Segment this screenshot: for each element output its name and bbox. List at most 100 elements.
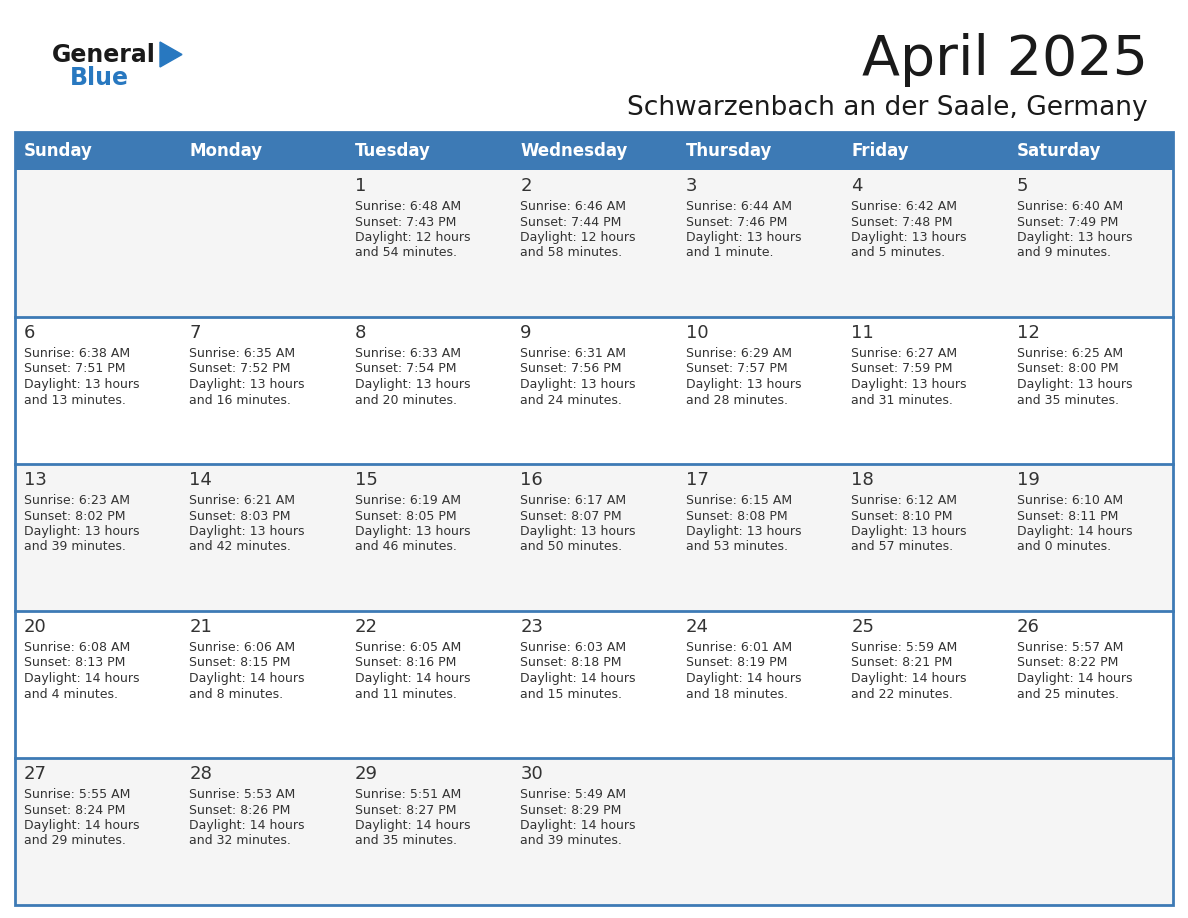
Text: Monday: Monday <box>189 142 263 160</box>
Text: 4: 4 <box>851 177 862 195</box>
Text: Sunrise: 6:08 AM: Sunrise: 6:08 AM <box>24 641 131 654</box>
Text: Sunrise: 5:59 AM: Sunrise: 5:59 AM <box>851 641 958 654</box>
Text: Sunset: 7:44 PM: Sunset: 7:44 PM <box>520 216 621 229</box>
Text: Sunset: 8:21 PM: Sunset: 8:21 PM <box>851 656 953 669</box>
Bar <box>15 132 1173 170</box>
Text: 23: 23 <box>520 618 543 636</box>
Bar <box>15 464 1173 611</box>
Text: Sunrise: 6:17 AM: Sunrise: 6:17 AM <box>520 494 626 507</box>
Text: Sunset: 7:43 PM: Sunset: 7:43 PM <box>355 216 456 229</box>
Text: Sunrise: 6:33 AM: Sunrise: 6:33 AM <box>355 347 461 360</box>
Text: 30: 30 <box>520 765 543 783</box>
Text: Sunrise: 6:03 AM: Sunrise: 6:03 AM <box>520 641 626 654</box>
Text: 22: 22 <box>355 618 378 636</box>
Text: Daylight: 13 hours: Daylight: 13 hours <box>851 525 967 538</box>
Text: 1: 1 <box>355 177 366 195</box>
Text: and 35 minutes.: and 35 minutes. <box>355 834 457 847</box>
Text: 11: 11 <box>851 324 874 342</box>
Text: and 31 minutes.: and 31 minutes. <box>851 394 953 407</box>
Text: 7: 7 <box>189 324 201 342</box>
Text: Sunset: 8:11 PM: Sunset: 8:11 PM <box>1017 509 1118 522</box>
Text: Daylight: 14 hours: Daylight: 14 hours <box>520 819 636 832</box>
Text: Sunset: 7:59 PM: Sunset: 7:59 PM <box>851 363 953 375</box>
Text: Sunset: 7:48 PM: Sunset: 7:48 PM <box>851 216 953 229</box>
Text: Sunrise: 6:38 AM: Sunrise: 6:38 AM <box>24 347 131 360</box>
Text: and 53 minutes.: and 53 minutes. <box>685 541 788 554</box>
Text: Daylight: 13 hours: Daylight: 13 hours <box>355 378 470 391</box>
Text: and 35 minutes.: and 35 minutes. <box>1017 394 1119 407</box>
Text: Sunset: 8:18 PM: Sunset: 8:18 PM <box>520 656 621 669</box>
Text: Sunrise: 6:19 AM: Sunrise: 6:19 AM <box>355 494 461 507</box>
Text: Sunset: 8:07 PM: Sunset: 8:07 PM <box>520 509 621 522</box>
Text: Wednesday: Wednesday <box>520 142 627 160</box>
Text: Sunrise: 6:10 AM: Sunrise: 6:10 AM <box>1017 494 1123 507</box>
Text: and 0 minutes.: and 0 minutes. <box>1017 541 1111 554</box>
Text: 21: 21 <box>189 618 213 636</box>
Text: Daylight: 13 hours: Daylight: 13 hours <box>685 525 801 538</box>
Text: Sunset: 8:00 PM: Sunset: 8:00 PM <box>1017 363 1118 375</box>
Text: Daylight: 12 hours: Daylight: 12 hours <box>355 231 470 244</box>
Text: Sunset: 8:24 PM: Sunset: 8:24 PM <box>24 803 126 816</box>
Text: Sunset: 8:27 PM: Sunset: 8:27 PM <box>355 803 456 816</box>
Text: 15: 15 <box>355 471 378 489</box>
Text: 28: 28 <box>189 765 213 783</box>
Text: 8: 8 <box>355 324 366 342</box>
Text: and 20 minutes.: and 20 minutes. <box>355 394 457 407</box>
Text: Sunrise: 5:49 AM: Sunrise: 5:49 AM <box>520 788 626 801</box>
Text: and 39 minutes.: and 39 minutes. <box>24 541 126 554</box>
Text: and 54 minutes.: and 54 minutes. <box>355 247 457 260</box>
Text: Sunset: 8:03 PM: Sunset: 8:03 PM <box>189 509 291 522</box>
Text: Daylight: 12 hours: Daylight: 12 hours <box>520 231 636 244</box>
Text: and 32 minutes.: and 32 minutes. <box>189 834 291 847</box>
Text: 3: 3 <box>685 177 697 195</box>
Text: Sunrise: 5:51 AM: Sunrise: 5:51 AM <box>355 788 461 801</box>
Text: Daylight: 14 hours: Daylight: 14 hours <box>189 819 305 832</box>
Text: and 16 minutes.: and 16 minutes. <box>189 394 291 407</box>
Text: Friday: Friday <box>851 142 909 160</box>
Text: Sunset: 8:13 PM: Sunset: 8:13 PM <box>24 656 126 669</box>
Bar <box>15 611 1173 758</box>
Text: and 5 minutes.: and 5 minutes. <box>851 247 946 260</box>
Text: and 39 minutes.: and 39 minutes. <box>520 834 623 847</box>
Text: Daylight: 13 hours: Daylight: 13 hours <box>851 378 967 391</box>
Text: Daylight: 13 hours: Daylight: 13 hours <box>520 525 636 538</box>
Text: Thursday: Thursday <box>685 142 772 160</box>
Text: Daylight: 13 hours: Daylight: 13 hours <box>1017 231 1132 244</box>
Text: and 22 minutes.: and 22 minutes. <box>851 688 953 700</box>
Text: Sunrise: 6:46 AM: Sunrise: 6:46 AM <box>520 200 626 213</box>
Text: 13: 13 <box>24 471 46 489</box>
Text: Sunrise: 6:21 AM: Sunrise: 6:21 AM <box>189 494 296 507</box>
Text: Sunrise: 6:31 AM: Sunrise: 6:31 AM <box>520 347 626 360</box>
Text: Daylight: 14 hours: Daylight: 14 hours <box>355 672 470 685</box>
Text: 10: 10 <box>685 324 708 342</box>
Text: and 8 minutes.: and 8 minutes. <box>189 688 284 700</box>
Text: and 28 minutes.: and 28 minutes. <box>685 394 788 407</box>
Bar <box>15 132 1173 905</box>
Text: 29: 29 <box>355 765 378 783</box>
Text: Sunrise: 6:01 AM: Sunrise: 6:01 AM <box>685 641 792 654</box>
Text: Sunday: Sunday <box>24 142 93 160</box>
Text: 20: 20 <box>24 618 46 636</box>
Text: 26: 26 <box>1017 618 1040 636</box>
Text: 25: 25 <box>851 618 874 636</box>
Text: and 25 minutes.: and 25 minutes. <box>1017 688 1119 700</box>
Text: Sunset: 8:19 PM: Sunset: 8:19 PM <box>685 656 788 669</box>
Text: Sunrise: 6:15 AM: Sunrise: 6:15 AM <box>685 494 792 507</box>
Text: and 57 minutes.: and 57 minutes. <box>851 541 953 554</box>
Text: 27: 27 <box>24 765 48 783</box>
Bar <box>15 170 1173 317</box>
Text: 2: 2 <box>520 177 532 195</box>
Text: Sunrise: 6:06 AM: Sunrise: 6:06 AM <box>189 641 296 654</box>
Text: 17: 17 <box>685 471 708 489</box>
Text: Daylight: 13 hours: Daylight: 13 hours <box>1017 378 1132 391</box>
Polygon shape <box>160 42 182 67</box>
Text: Sunset: 8:22 PM: Sunset: 8:22 PM <box>1017 656 1118 669</box>
Text: Sunrise: 6:23 AM: Sunrise: 6:23 AM <box>24 494 129 507</box>
Text: Sunrise: 6:35 AM: Sunrise: 6:35 AM <box>189 347 296 360</box>
Text: Sunrise: 5:53 AM: Sunrise: 5:53 AM <box>189 788 296 801</box>
Text: General: General <box>52 43 156 67</box>
Text: 5: 5 <box>1017 177 1028 195</box>
Text: Tuesday: Tuesday <box>355 142 431 160</box>
Text: 6: 6 <box>24 324 36 342</box>
Text: and 1 minute.: and 1 minute. <box>685 247 773 260</box>
